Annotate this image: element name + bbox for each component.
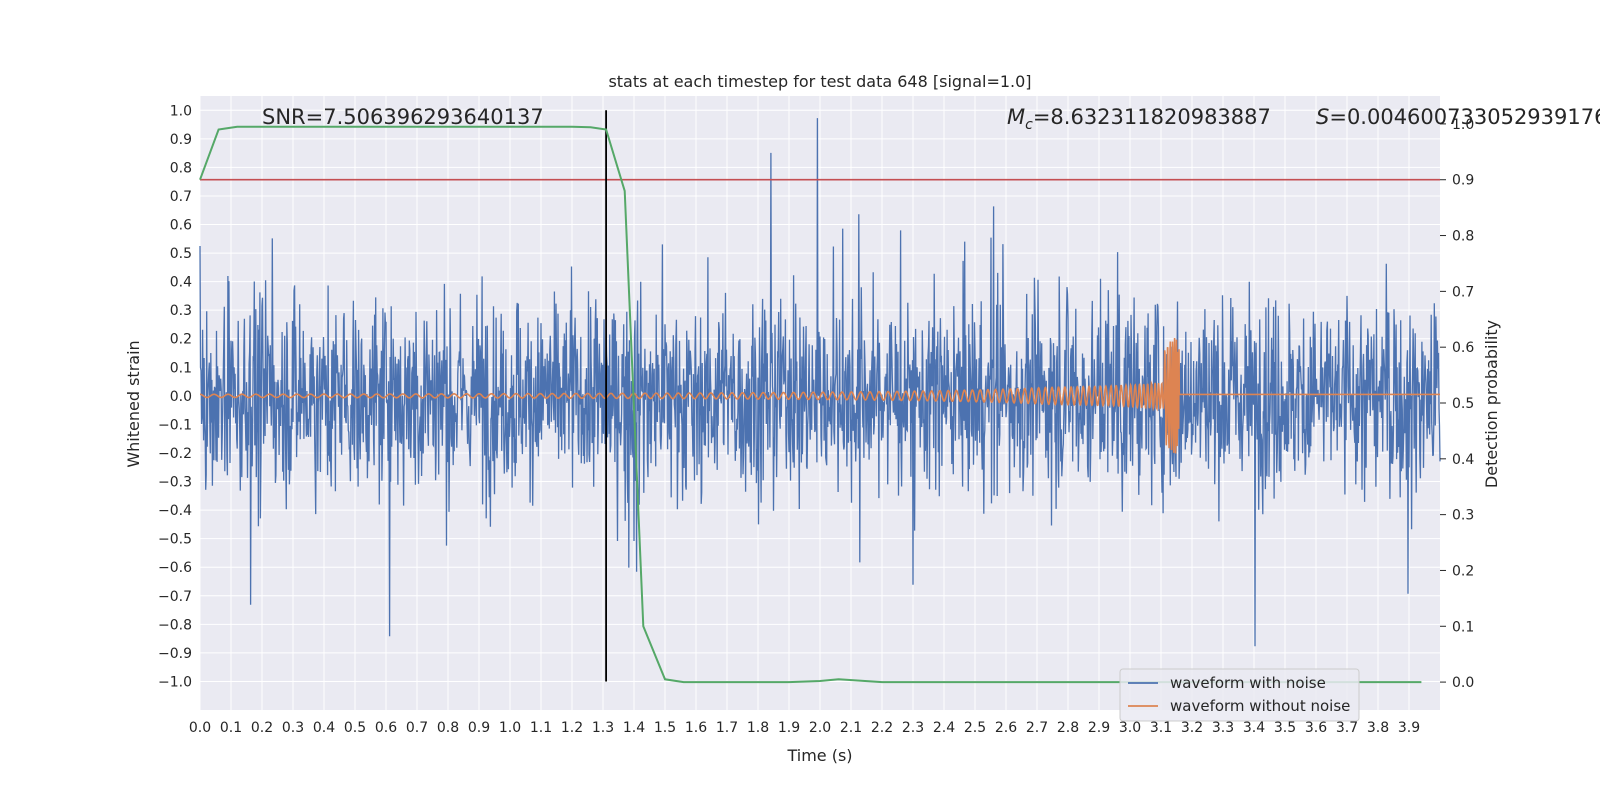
x-tick-label: 0.9 xyxy=(468,720,490,736)
y-tick-label-left: 0.4 xyxy=(170,275,192,291)
y-tick-label-left: −1.0 xyxy=(158,674,192,690)
x-tick-label: 1.1 xyxy=(530,720,552,736)
x-tick-label: 0.3 xyxy=(282,720,304,736)
x-tick-label: 0.7 xyxy=(406,720,428,736)
y-tick-label-left: −0.9 xyxy=(158,646,192,662)
x-tick-label: 2.6 xyxy=(995,720,1017,736)
x-tick-label: 3.5 xyxy=(1274,720,1296,736)
y-tick-label-left: 0.7 xyxy=(170,189,192,205)
overlay-lines xyxy=(199,110,1440,684)
x-tick-label: 0.5 xyxy=(344,720,366,736)
x-tick-label: 1.0 xyxy=(499,720,521,736)
detection-probability-line xyxy=(199,125,1422,684)
x-tick-label: 0.6 xyxy=(375,720,397,736)
y-tick-label-right: 0.2 xyxy=(1452,563,1474,579)
x-tick-label: 3.9 xyxy=(1398,720,1420,736)
x-tick-label: 0.0 xyxy=(189,720,211,736)
y-tick-label-right: 0.7 xyxy=(1452,284,1474,300)
y-tick-label-left: 0.2 xyxy=(170,332,192,348)
x-tick-label: 3.8 xyxy=(1367,720,1389,736)
x-tick-label: 1.7 xyxy=(716,720,738,736)
x-tick-label: 3.3 xyxy=(1212,720,1234,736)
y-tick-label-left: 0.9 xyxy=(170,132,192,148)
mc-annotation: Mc=8.632311820983887 xyxy=(1007,105,1271,133)
x-tick-label: 2.2 xyxy=(871,720,893,736)
x-axis-label: Time (s) xyxy=(786,746,852,765)
y-tick-label-right: 0.1 xyxy=(1452,619,1474,635)
x-tick-label: 2.4 xyxy=(933,720,955,736)
y-tick-label-right: 0.9 xyxy=(1452,173,1474,189)
clean-waveform xyxy=(200,337,1440,454)
y-tick-label-left: −0.7 xyxy=(158,589,192,605)
mc-value: =8.632311820983887 xyxy=(1033,105,1271,129)
x-tick-label: 2.0 xyxy=(809,720,831,736)
x-tick-label: 3.7 xyxy=(1336,720,1358,736)
y-tick-label-left: 0.8 xyxy=(170,160,192,176)
clean-series xyxy=(200,337,1440,454)
y-tick-label-left: 0.6 xyxy=(170,218,192,234)
y-tick-label-left: 0.0 xyxy=(170,389,192,405)
x-tick-label: 1.5 xyxy=(654,720,676,736)
x-tick-label: 1.8 xyxy=(747,720,769,736)
y-axis-label-right: Detection probability xyxy=(1482,320,1501,488)
x-tick-label: 1.4 xyxy=(623,720,645,736)
y-tick-label-left: 0.5 xyxy=(170,246,192,262)
legend-label-clean: waveform without noise xyxy=(1170,697,1350,715)
y-tick-label-left: −0.4 xyxy=(158,503,192,519)
x-tick-label: 2.7 xyxy=(1026,720,1048,736)
x-ticks: 0.0 0.1 0.2 0.3 0.4 0.5 0.6 0.7 0.8 0.9 1.0 1.1 1.2 1… xyxy=(189,720,1420,736)
noisy-waveform xyxy=(199,118,1441,647)
y-tick-label-left: 0.3 xyxy=(170,303,192,319)
y-tick-label-right: 0.5 xyxy=(1452,396,1474,412)
mc-subscript: c xyxy=(1025,117,1033,133)
y-ticks-right: 1.0 0.9 0.8 0.7 0.6 0.5 0.4 0.3 0.2 0.1 0.0 xyxy=(1440,117,1474,691)
y-tick-label-left: −0.5 xyxy=(158,532,192,548)
x-tick-label: 3.6 xyxy=(1305,720,1327,736)
s-annotation: S=0.004600733052939176 xyxy=(1316,105,1600,129)
x-tick-label: 1.2 xyxy=(561,720,583,736)
x-tick-label: 2.8 xyxy=(1057,720,1079,736)
noise-series xyxy=(199,118,1441,647)
x-tick-label: 3.0 xyxy=(1119,720,1141,736)
snr-annotation: SNR=7.506396293640137 xyxy=(262,105,544,129)
x-tick-label: 2.5 xyxy=(964,720,986,736)
y-tick-label-left: −0.3 xyxy=(158,475,192,491)
y-ticks-left: 1.0 0.9 0.8 0.7 0.6 0.5 0.4 0.3 0.2 0.1 0.0 −0.1 −0.… xyxy=(158,103,192,690)
y-tick-label-right: 0.4 xyxy=(1452,452,1474,468)
y-tick-label-left: −0.8 xyxy=(158,617,192,633)
y-tick-label-right: 1.0 xyxy=(1452,117,1474,133)
s-value: =0.004600733052939176 xyxy=(1329,105,1600,129)
x-tick-label: 2.3 xyxy=(902,720,924,736)
y-tick-label-right: 0.3 xyxy=(1452,508,1474,524)
x-tick-label: 0.2 xyxy=(251,720,273,736)
y-tick-label-right: 0.6 xyxy=(1452,340,1474,356)
x-tick-label: 3.1 xyxy=(1150,720,1172,736)
y-tick-label-right: 0.0 xyxy=(1452,675,1474,691)
x-tick-label: 3.2 xyxy=(1181,720,1203,736)
y-tick-label-right: 0.8 xyxy=(1452,229,1474,245)
mc-symbol: M xyxy=(1007,105,1025,129)
y-tick-label-left: 0.1 xyxy=(170,360,192,376)
chart-title: stats at each timestep for test data 648… xyxy=(608,72,1031,91)
x-tick-label: 0.8 xyxy=(437,720,459,736)
x-tick-label: 2.9 xyxy=(1088,720,1110,736)
legend-label-noise: waveform with noise xyxy=(1170,674,1326,692)
y-axis-label-left: Whitened strain xyxy=(124,340,143,467)
y-tick-label-left: −0.2 xyxy=(158,446,192,462)
x-tick-label: 0.1 xyxy=(220,720,242,736)
legend: waveform with noise waveform without noi… xyxy=(1119,668,1360,722)
s-symbol: S xyxy=(1316,105,1329,129)
y-tick-label-left: −0.6 xyxy=(158,560,192,576)
x-tick-label: 0.4 xyxy=(313,720,335,736)
x-tick-label: 2.1 xyxy=(840,720,862,736)
legend-box xyxy=(1119,668,1360,722)
x-tick-label: 3.4 xyxy=(1243,720,1265,736)
x-tick-label: 1.9 xyxy=(778,720,800,736)
y-tick-label-left: −0.1 xyxy=(158,417,192,433)
x-tick-label: 1.6 xyxy=(685,720,707,736)
y-tick-label-left: 1.0 xyxy=(170,103,192,119)
x-tick-label: 1.3 xyxy=(592,720,614,736)
